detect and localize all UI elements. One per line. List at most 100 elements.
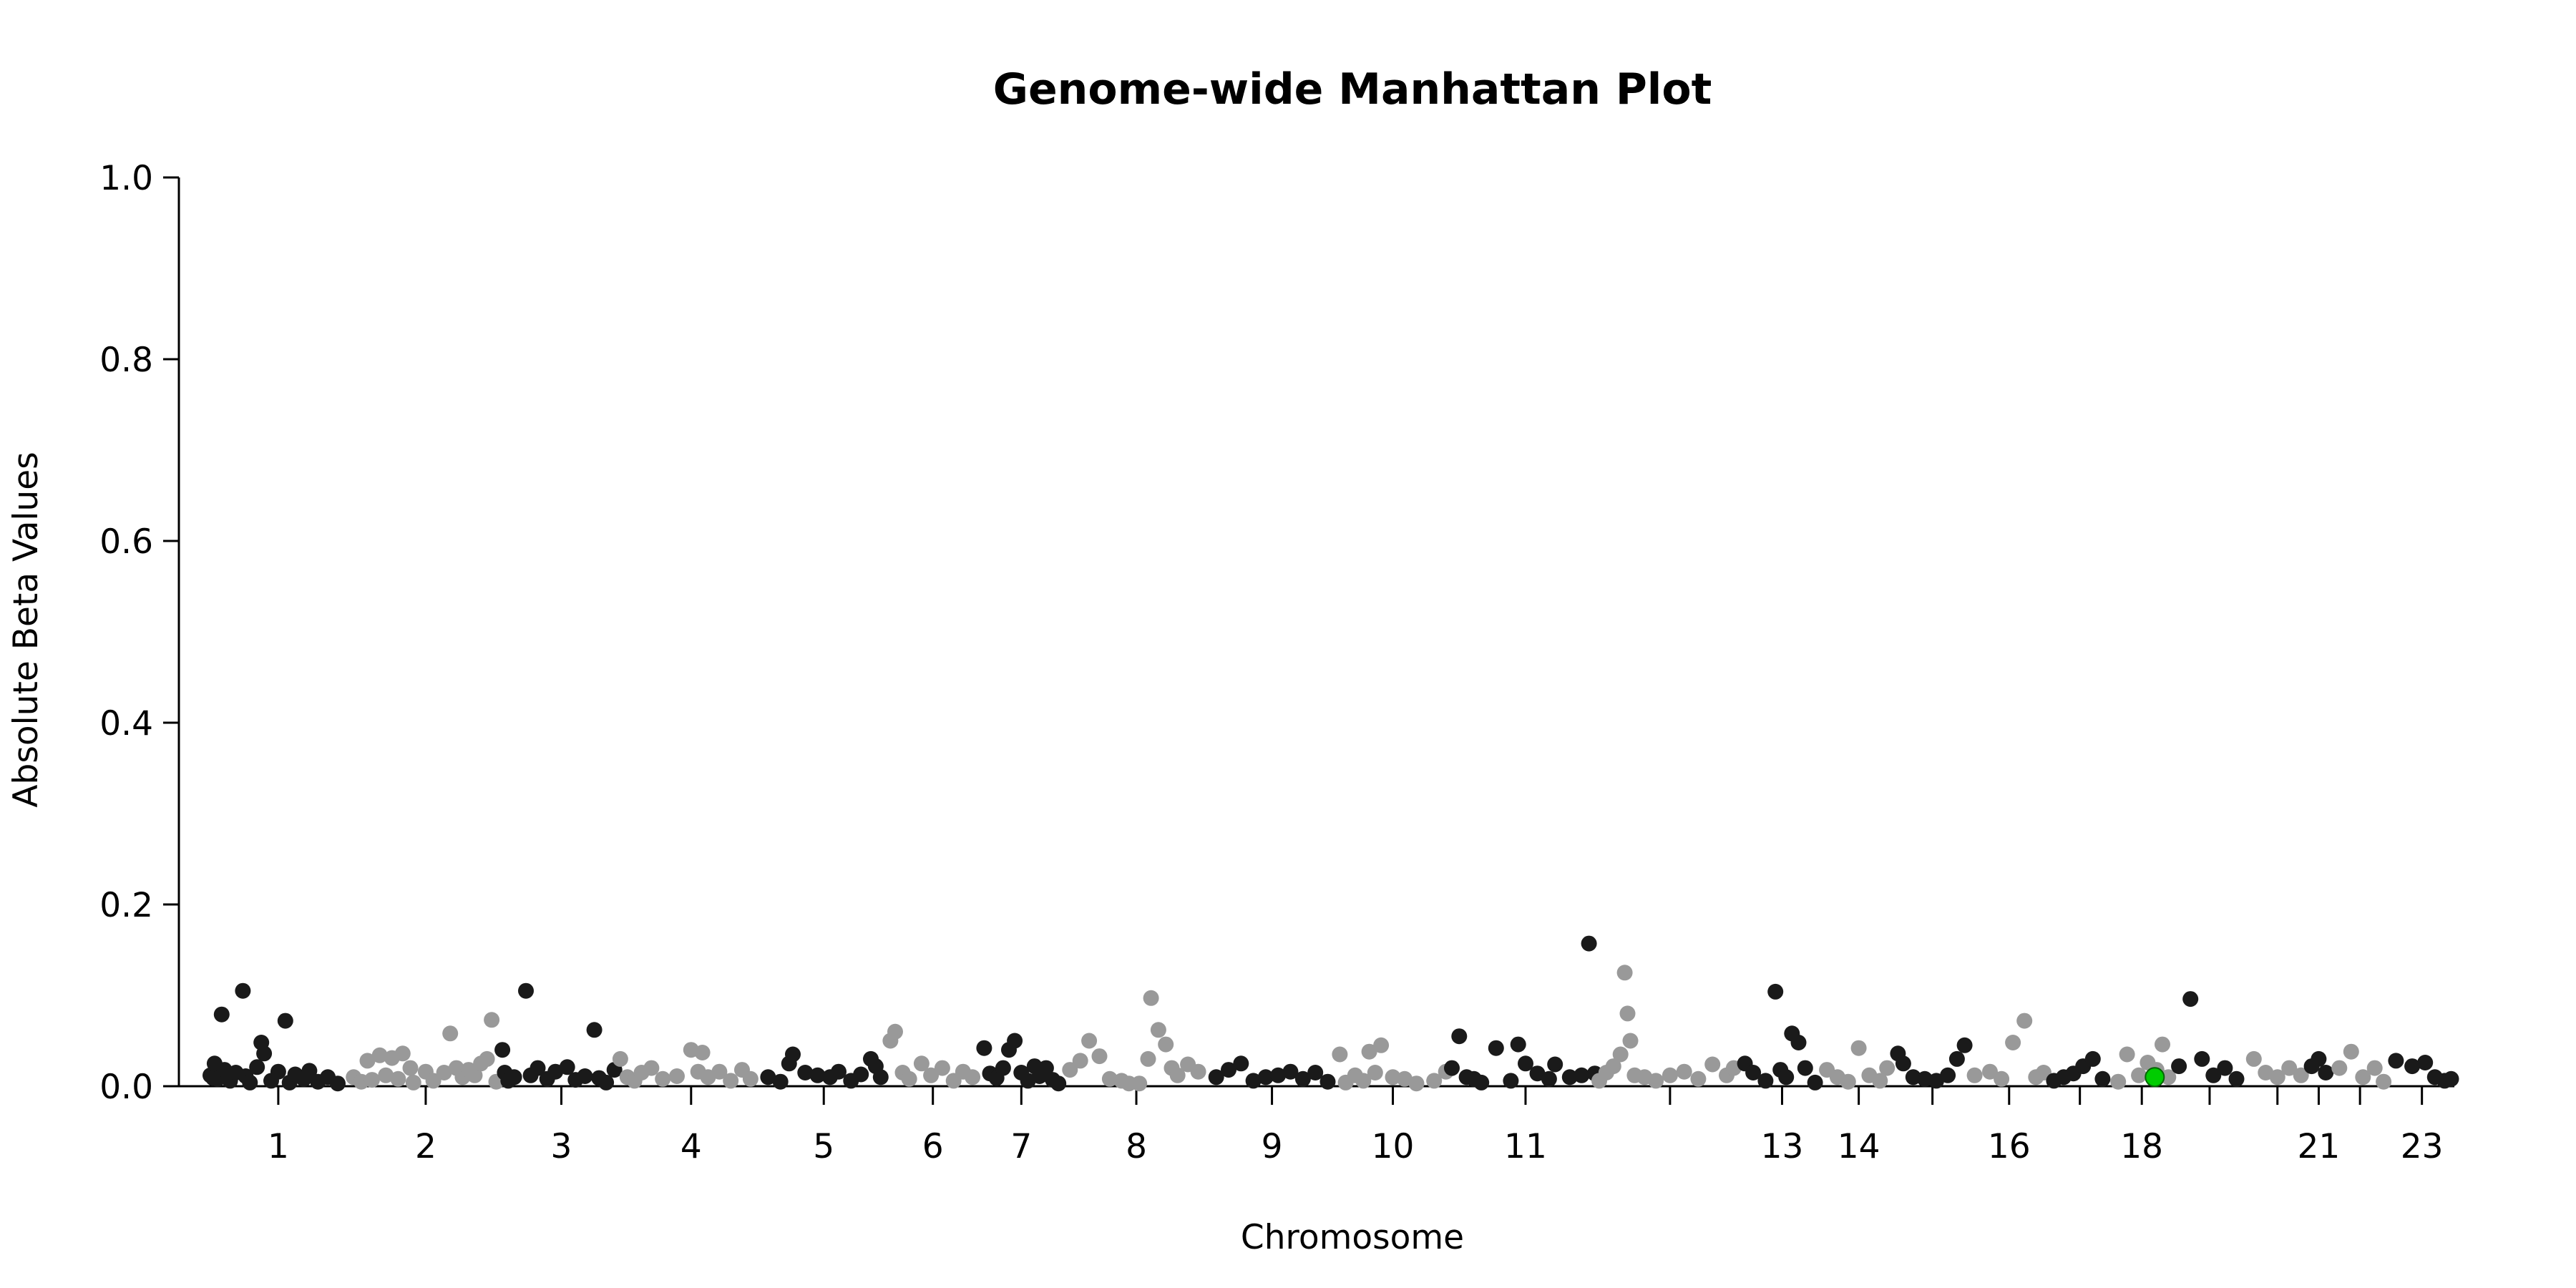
data-point-229 xyxy=(2171,1058,2187,1075)
data-point-161 xyxy=(1529,1065,1546,1082)
data-point-238 xyxy=(2281,1060,2298,1076)
data-point-78 xyxy=(760,1069,776,1085)
data-point-28 xyxy=(371,1047,388,1063)
data-point-10 xyxy=(242,1074,258,1091)
data-point-147 xyxy=(1385,1069,1401,1085)
data-point-87 xyxy=(853,1066,869,1083)
data-point-59 xyxy=(586,1022,602,1038)
data-point-137 xyxy=(1294,1070,1311,1087)
data-point-83 xyxy=(809,1067,826,1083)
data-point-156 xyxy=(1473,1074,1490,1091)
data-point-235 xyxy=(2245,1050,2262,1067)
data-point-67 xyxy=(643,1060,660,1076)
data-point-32 xyxy=(394,1045,411,1062)
data-point-231 xyxy=(2194,1050,2210,1067)
data-point-92 xyxy=(887,1023,903,1040)
data-point-44 xyxy=(479,1050,495,1067)
chart-title: Genome-wide Manhattan Plot xyxy=(993,64,1712,114)
data-point-125 xyxy=(1158,1036,1174,1053)
data-point-23 xyxy=(330,1075,346,1092)
x-tick-label-11: 11 xyxy=(1504,1127,1547,1166)
data-point-233 xyxy=(2217,1060,2233,1076)
data-point-134 xyxy=(1257,1069,1274,1085)
data-point-127 xyxy=(1169,1067,1186,1083)
data-point-234 xyxy=(2228,1070,2245,1087)
data-point-237 xyxy=(2269,1069,2285,1085)
data-point-101 xyxy=(976,1040,992,1056)
data-point-74 xyxy=(711,1063,728,1080)
data-point-104 xyxy=(995,1060,1011,1076)
data-point-200 xyxy=(1879,1060,1896,1076)
data-point-191 xyxy=(1790,1035,1807,1050)
data-point-212 xyxy=(2005,1035,2021,1050)
data-point-129 xyxy=(1190,1063,1206,1080)
data-point-122 xyxy=(1140,1050,1156,1067)
x-tick-label-7: 7 xyxy=(1010,1127,1032,1166)
x-tick-label-4: 4 xyxy=(680,1127,702,1166)
data-point-113 xyxy=(1050,1075,1067,1092)
data-point-157 xyxy=(1488,1040,1504,1056)
data-point-165 xyxy=(1574,1067,1590,1083)
data-point-16 xyxy=(277,1013,293,1029)
data-point-106 xyxy=(1007,1033,1023,1049)
data-point-224 xyxy=(2131,1067,2147,1083)
x-axis-label: Chromosome xyxy=(1241,1218,1464,1257)
data-point-180 xyxy=(1690,1070,1707,1087)
data-point-68 xyxy=(655,1070,671,1087)
x-tick-label-2: 2 xyxy=(415,1127,436,1166)
data-point-55 xyxy=(547,1063,564,1080)
data-point-189 xyxy=(1778,1069,1795,1085)
data-point-117 xyxy=(1091,1048,1108,1065)
data-point-97 xyxy=(934,1060,950,1076)
data-point-207 xyxy=(1948,1050,1965,1067)
data-point-164 xyxy=(1561,1069,1578,1085)
data-point-199 xyxy=(1872,1073,1888,1089)
x-tick-label-23: 23 xyxy=(2401,1127,2444,1166)
data-point-132 xyxy=(1233,1055,1249,1072)
data-point-143 xyxy=(1355,1073,1372,1089)
data-point-85 xyxy=(831,1063,847,1080)
data-point-174 xyxy=(1622,1033,1639,1049)
data-point-239 xyxy=(2293,1067,2309,1083)
data-point-244 xyxy=(2343,1043,2359,1060)
data-point-162 xyxy=(1541,1070,1557,1087)
data-point-247 xyxy=(2376,1073,2392,1090)
data-point-202 xyxy=(1895,1055,1911,1072)
data-point-37 xyxy=(436,1065,452,1080)
data-point-27 xyxy=(364,1072,380,1088)
data-point-179 xyxy=(1676,1063,1692,1080)
y-tick-label-5: 1.0 xyxy=(99,159,153,198)
data-point-163 xyxy=(1547,1056,1563,1073)
data-point-121 xyxy=(1131,1075,1148,1092)
data-point-130 xyxy=(1208,1069,1224,1085)
data-point-15 xyxy=(270,1063,286,1080)
data-point-243 xyxy=(2331,1060,2348,1076)
data-point-145 xyxy=(1367,1065,1383,1080)
data-point-123 xyxy=(1143,990,1159,1006)
data-point-8 xyxy=(235,982,251,999)
data-point-249 xyxy=(2404,1058,2421,1075)
data-point-159 xyxy=(1510,1036,1526,1053)
x-tick-label-3: 3 xyxy=(551,1127,572,1166)
data-point-230 xyxy=(2182,991,2199,1008)
x-tick-label-18: 18 xyxy=(2120,1127,2163,1166)
x-tick-label-5: 5 xyxy=(813,1127,834,1166)
data-point-72 xyxy=(694,1045,711,1060)
data-point-177 xyxy=(1648,1073,1664,1089)
data-point-236 xyxy=(2258,1065,2274,1080)
data-point-42 xyxy=(467,1067,483,1083)
data-point-81 xyxy=(785,1046,801,1063)
data-point-185 xyxy=(1745,1065,1762,1080)
data-point-53 xyxy=(530,1060,546,1076)
data-point-144 xyxy=(1361,1043,1377,1060)
data-point-90 xyxy=(872,1069,889,1085)
data-point-208 xyxy=(1956,1037,1973,1053)
y-tick-label-0: 0.0 xyxy=(99,1068,153,1107)
data-point-133 xyxy=(1245,1073,1262,1089)
data-point-136 xyxy=(1282,1063,1299,1080)
data-point-58 xyxy=(577,1068,593,1084)
data-point-181 xyxy=(1704,1056,1721,1073)
data-point-118 xyxy=(1101,1070,1118,1087)
data-point-170 xyxy=(1605,1058,1621,1075)
data-point-116 xyxy=(1081,1033,1098,1049)
